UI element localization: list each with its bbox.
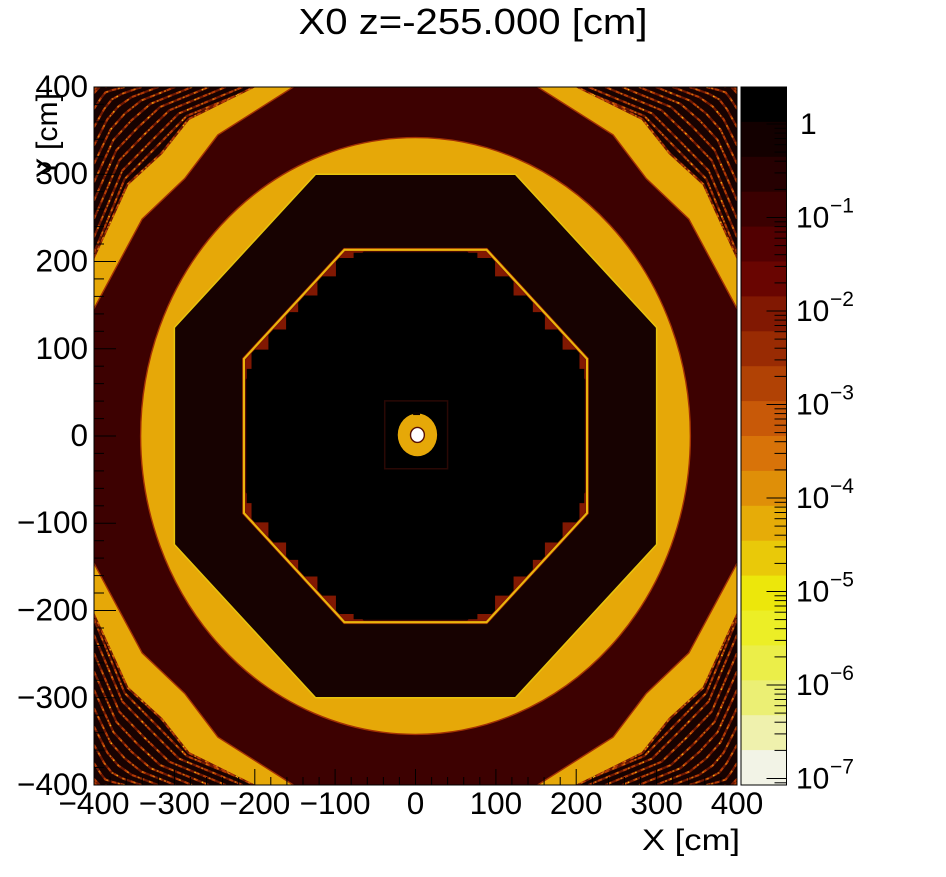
svg-text:10: 10 [796,202,829,235]
svg-text:10: 10 [796,576,829,609]
svg-text:X [cm]: X [cm] [642,824,740,857]
svg-text:−300: −300 [139,785,210,821]
svg-text:X0 z=-255.000 [cm]: X0 z=-255.000 [cm] [299,1,648,42]
svg-text:−100: −100 [17,504,88,540]
svg-text:−400: −400 [17,766,88,802]
svg-text:1: 1 [800,108,817,141]
svg-text:10: 10 [796,763,829,796]
svg-text:10: 10 [796,389,829,422]
svg-text:400: 400 [35,68,88,104]
svg-text:−200: −200 [219,785,290,821]
svg-text:−5: −5 [830,569,854,592]
svg-text:100: 100 [35,330,88,366]
svg-text:0: 0 [407,785,425,821]
svg-text:300: 300 [35,155,88,191]
svg-text:−100: −100 [300,785,371,821]
svg-text:−400: −400 [59,785,130,821]
svg-text:100: 100 [470,785,523,821]
svg-text:−4: −4 [830,475,854,498]
svg-text:−3: −3 [830,382,854,405]
svg-text:10: 10 [796,669,829,702]
svg-text:−6: −6 [830,662,854,685]
svg-text:300: 300 [630,785,683,821]
svg-text:Y [cm]: Y [cm] [31,93,64,178]
svg-text:−200: −200 [17,592,88,628]
svg-text:10: 10 [796,295,829,328]
svg-text:−300: −300 [17,679,88,715]
svg-text:−2: −2 [830,288,854,311]
svg-text:10: 10 [796,482,829,515]
svg-text:200: 200 [35,243,88,279]
svg-text:200: 200 [550,785,603,821]
svg-text:−7: −7 [830,756,854,779]
svg-text:400: 400 [711,785,764,821]
svg-text:−1: −1 [830,195,854,218]
svg-text:0: 0 [70,417,88,453]
